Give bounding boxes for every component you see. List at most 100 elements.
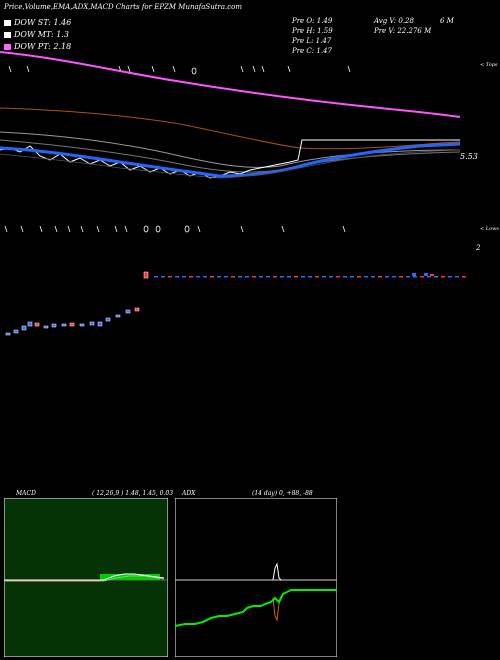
candle-flat [455, 276, 459, 278]
candle [412, 273, 416, 276]
candle-flat [294, 276, 298, 278]
dark-band-line [0, 149, 461, 179]
candles-chart [5, 271, 466, 336]
candle-flat [308, 276, 312, 278]
candle [69, 322, 75, 327]
candle-flat [252, 276, 256, 278]
candle-flat [224, 276, 228, 278]
candle-flat [350, 276, 354, 278]
legend-swatch-pt [4, 44, 11, 50]
candle-flat [392, 276, 396, 278]
candle-flat [406, 276, 410, 278]
candle-flat [238, 276, 242, 278]
candle-flat [182, 276, 186, 278]
candle [13, 329, 19, 334]
candle-flat [175, 276, 179, 278]
prev-open: Pre O: 1.49 [292, 17, 333, 25]
adx-params: (14 day) 0, +88, -88 [252, 490, 313, 497]
candle [27, 321, 33, 327]
candle-flat [329, 276, 333, 278]
candle [97, 321, 103, 327]
candle-flat [448, 276, 452, 278]
candle [43, 325, 49, 329]
candle [34, 322, 40, 327]
candle-flat [217, 276, 221, 278]
candle-flat [245, 276, 249, 278]
candle-flat [413, 276, 417, 278]
candle-flat [364, 276, 368, 278]
tops-label: < Tops [480, 62, 498, 68]
candle-flat [385, 276, 389, 278]
candle-flat [231, 276, 235, 278]
price-line [0, 139, 460, 179]
legend-label-st: DOW ST: 1.46 [14, 18, 72, 27]
top-markers [8, 65, 351, 75]
candle-flat [322, 276, 326, 278]
lows-label: < Lows [480, 226, 499, 232]
candle-flat [336, 276, 340, 278]
macd-params: ( 12,26,9 ) 1.48, 1.45, 0.03 [92, 490, 174, 497]
candle-flat [378, 276, 382, 278]
candle-flat [301, 276, 305, 278]
adx-panel [175, 498, 337, 657]
prev-volume: Pre V: 22.276 M [374, 27, 432, 35]
candle-flat [189, 276, 193, 278]
macd-histogram [100, 574, 160, 580]
pink-ema-line [0, 51, 461, 118]
candle-flat [315, 276, 319, 278]
adx-spike [272, 562, 282, 581]
candle-flat [210, 276, 214, 278]
candle [105, 317, 111, 322]
candle-flat [357, 276, 361, 278]
candle [51, 323, 57, 328]
adx-plus-di [175, 589, 337, 627]
prev-high: Pre H: 1.59 [292, 27, 333, 35]
candle-flat [399, 276, 403, 278]
candle [424, 273, 428, 276]
candle-flat [154, 276, 158, 278]
legend-label-mt: DOW MT: 1.3 [14, 30, 69, 39]
legend-swatch-st [4, 20, 11, 26]
prev-low: Pre L: 1.47 [292, 37, 332, 45]
avg-volume: Avg V: 0.28 [374, 17, 414, 25]
candle-flat [280, 276, 284, 278]
blue-ema-line [0, 142, 461, 178]
candle-flat [168, 276, 172, 278]
legend-dow-mt: DOW MT: 1.3 [4, 30, 69, 39]
candle-flat [441, 276, 445, 278]
candle-flat [196, 276, 200, 278]
macd-panel [4, 498, 168, 657]
last-price-label: 5.53 [460, 152, 478, 161]
legend-swatch-mt [4, 32, 11, 38]
candle-flat [259, 276, 263, 278]
price-chart [0, 51, 461, 233]
candle-flat [371, 276, 375, 278]
candle-flat [434, 276, 438, 278]
macd-title: MACD [16, 490, 36, 497]
candle-flat [420, 276, 424, 278]
legend-dow-st: DOW ST: 1.46 [4, 18, 71, 27]
chart-title: Price,Volume,EMA,ADX,MACD Charts for EPZ… [4, 3, 243, 11]
legend-label-pt: DOW PT: 2.18 [14, 42, 72, 51]
candle-flat [462, 276, 466, 278]
candle-flat [287, 276, 291, 278]
candle [125, 309, 131, 314]
candle [89, 321, 95, 326]
candle [134, 307, 140, 312]
candle-flat [427, 276, 431, 278]
volume-scale-label: 2 [476, 244, 481, 252]
candle-flat [343, 276, 347, 278]
macd-signal-line [4, 575, 165, 582]
candle [5, 332, 11, 336]
legend-dow-pt: DOW PT: 2.18 [4, 42, 71, 51]
orange-ema-line [0, 107, 461, 150]
candle [61, 323, 67, 327]
avg-volume-unit: 6 M [440, 17, 454, 25]
low-markers [4, 225, 346, 233]
candle-flat [273, 276, 277, 278]
prev-close: Pre C: 1.47 [292, 47, 332, 55]
candle-flat [161, 276, 165, 278]
candle [430, 274, 434, 276]
candle-flat [266, 276, 270, 278]
macd-line [4, 573, 165, 581]
